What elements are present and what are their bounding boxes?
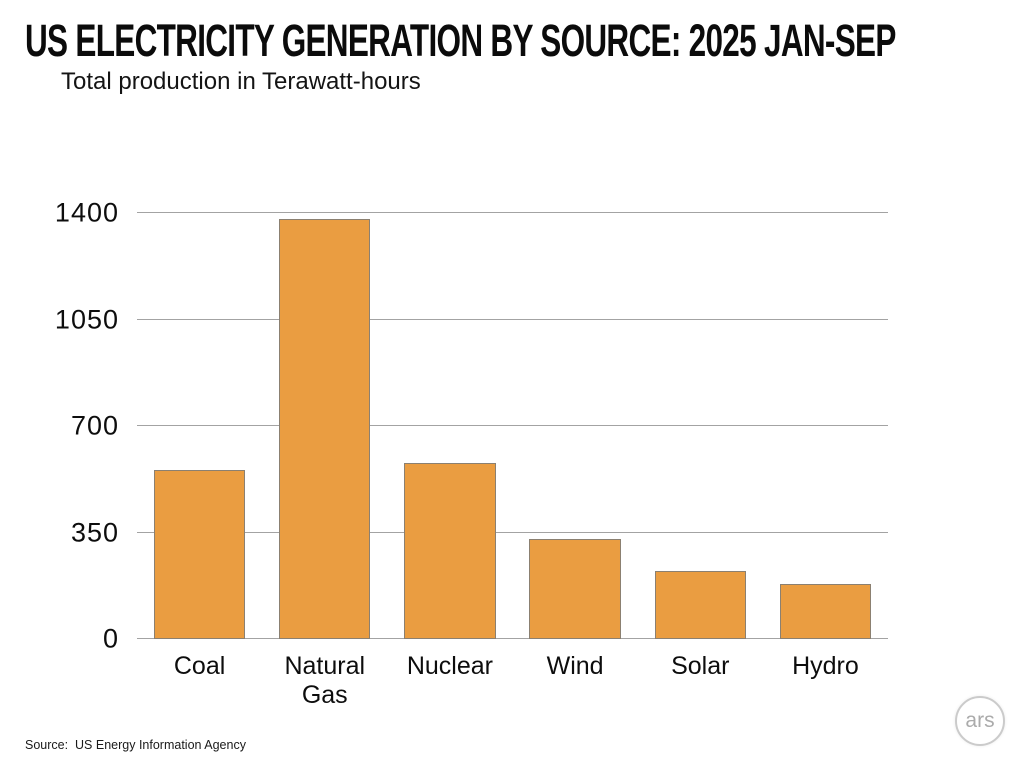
bar-wind (529, 538, 621, 639)
ars-logo: ars (955, 696, 1005, 746)
bar-column-solar (638, 213, 763, 639)
chart-title: US ELECTRICITY GENERATION BY SOURCE: 202… (25, 18, 1024, 63)
source-note: Source: US Energy Information Agency (25, 738, 246, 752)
gridline-700 (137, 425, 888, 426)
gridline-0 (137, 638, 888, 639)
x-label-nuclear: Nuclear (406, 652, 493, 680)
gridline-1400 (137, 212, 888, 213)
ars-logo-text: ars (965, 708, 995, 732)
gridline-350 (137, 531, 888, 533)
gridline-1050 (137, 318, 888, 320)
x-label-solar: Solar (671, 652, 730, 680)
x-label-coal: Coal (173, 652, 226, 680)
chart-title-text: US ELECTRICITY GENERATION BY SOURCE: 202… (25, 15, 896, 66)
bar-column-coal (137, 213, 262, 639)
y-tick-label-0: 0 (102, 623, 119, 654)
x-label-hydro: Hydro (792, 652, 859, 680)
bar-column-natural-gas (262, 213, 387, 639)
x-label-natural-gas: Natural Gas (284, 652, 366, 709)
chart-subtitle: Total production in Terawatt-hours (61, 68, 421, 95)
bars-container (137, 213, 888, 639)
bar-nuclear (404, 462, 496, 639)
bar-column-wind (513, 213, 638, 639)
x-label-wind: Wind (546, 652, 604, 680)
plot-area: 0 350 700 1050 1400 Coal Natural Gas Nuclear Wi… (55, 199, 888, 709)
y-tick-label-1050: 1050 (54, 304, 119, 334)
x-axis-category-labels: Coal Natural Gas Nuclear Wind Solar Hydro (137, 652, 888, 710)
y-tick-label-700: 700 (70, 410, 119, 441)
y-tick-label-350: 350 (70, 517, 119, 547)
y-tick-label-1400: 1400 (54, 197, 119, 228)
bar-column-nuclear (387, 213, 512, 639)
bar-column-hydro (763, 213, 888, 639)
bar-coal (153, 470, 246, 639)
bar-natural-gas (279, 219, 371, 639)
bar-hydro (779, 584, 872, 639)
bar-solar (654, 570, 746, 639)
